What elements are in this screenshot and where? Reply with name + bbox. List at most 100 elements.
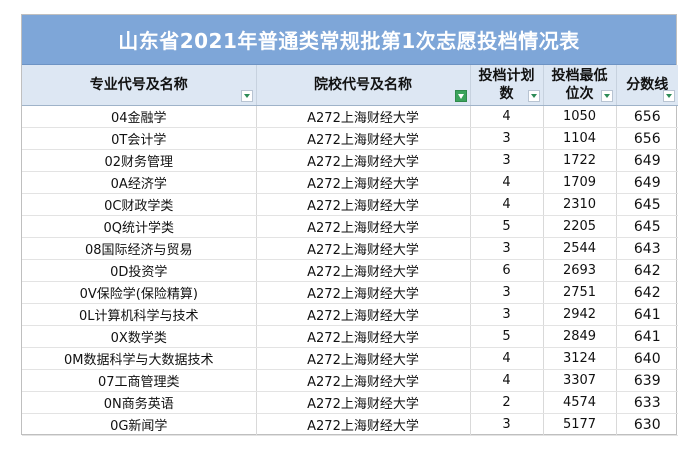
cell-school[interactable]: A272上海财经大学 bbox=[256, 171, 471, 194]
table-row: 0X数学类 A272上海财经大学 5 2849 641 bbox=[22, 325, 678, 348]
cell-school[interactable]: A272上海财经大学 bbox=[256, 325, 471, 348]
table-body: 04金融学 A272上海财经大学 4 1050 656 0T会计学 A272上海财经大学 3 1… bbox=[22, 105, 678, 436]
header-school-label: 院校代号及名称 bbox=[314, 77, 412, 93]
table-row: 0N商务英语 A272上海财经大学 2 4574 633 bbox=[22, 391, 678, 414]
cell-score[interactable]: 642 bbox=[616, 281, 678, 304]
cell-major[interactable]: 0C财政学类 bbox=[22, 193, 257, 216]
cell-plan[interactable]: 3 bbox=[470, 281, 544, 304]
cell-score[interactable]: 656 bbox=[616, 105, 678, 128]
header-plan-label-2: 数 bbox=[499, 86, 514, 102]
cell-major[interactable]: 0T会计学 bbox=[22, 127, 257, 150]
cell-score[interactable]: 639 bbox=[616, 369, 678, 392]
cell-rank[interactable]: 1722 bbox=[543, 149, 617, 172]
cell-score[interactable]: 649 bbox=[616, 171, 678, 194]
table-row: 0A经济学 A272上海财经大学 4 1709 649 bbox=[22, 171, 678, 194]
cell-score[interactable]: 630 bbox=[616, 413, 678, 436]
cell-school[interactable]: A272上海财经大学 bbox=[256, 215, 471, 238]
cell-school[interactable]: A272上海财经大学 bbox=[256, 303, 471, 326]
filter-dropdown-plan-icon[interactable] bbox=[527, 90, 540, 102]
cell-school[interactable]: A272上海财经大学 bbox=[256, 193, 471, 216]
cell-score[interactable]: 645 bbox=[616, 193, 678, 216]
cell-plan[interactable]: 3 bbox=[470, 149, 544, 172]
header-score: 分数线 bbox=[616, 65, 678, 106]
cell-rank[interactable]: 2544 bbox=[543, 237, 617, 260]
cell-school[interactable]: A272上海财经大学 bbox=[256, 369, 471, 392]
cell-plan[interactable]: 4 bbox=[470, 369, 544, 392]
cell-score[interactable]: 641 bbox=[616, 325, 678, 348]
filter-dropdown-rank-icon[interactable] bbox=[600, 90, 613, 102]
cell-major[interactable]: 07工商管理类 bbox=[22, 369, 257, 392]
cell-score[interactable]: 641 bbox=[616, 303, 678, 326]
cell-score[interactable]: 656 bbox=[616, 127, 678, 150]
header-row: 专业代号及名称 院校代号及名称 投档计划 数 投档最低 位次 bbox=[22, 65, 678, 106]
cell-school[interactable]: A272上海财经大学 bbox=[256, 259, 471, 282]
table-row: 04金融学 A272上海财经大学 4 1050 656 bbox=[22, 105, 678, 128]
cell-plan[interactable]: 3 bbox=[470, 413, 544, 436]
cell-rank[interactable]: 1104 bbox=[543, 127, 617, 150]
cell-plan[interactable]: 4 bbox=[470, 171, 544, 194]
cell-rank[interactable]: 2849 bbox=[543, 325, 617, 348]
header-major-label: 专业代号及名称 bbox=[89, 77, 188, 93]
cell-school[interactable]: A272上海财经大学 bbox=[256, 127, 471, 150]
cell-school[interactable]: A272上海财经大学 bbox=[256, 281, 471, 304]
cell-score[interactable]: 649 bbox=[616, 149, 678, 172]
cell-major[interactable]: 0A经济学 bbox=[22, 171, 257, 194]
cell-score[interactable]: 645 bbox=[616, 215, 678, 238]
cell-rank[interactable]: 1050 bbox=[543, 105, 617, 128]
table-row: 0G新闻学 A272上海财经大学 3 5177 630 bbox=[22, 413, 678, 436]
cell-plan[interactable]: 3 bbox=[470, 303, 544, 326]
cell-rank[interactable]: 2751 bbox=[543, 281, 617, 304]
cell-score[interactable]: 642 bbox=[616, 259, 678, 282]
cell-score[interactable]: 643 bbox=[616, 237, 678, 260]
table-title: 山东省2021年普通类常规批第1次志愿投档情况表 bbox=[22, 15, 676, 65]
cell-plan[interactable]: 2 bbox=[470, 391, 544, 414]
cell-school[interactable]: A272上海财经大学 bbox=[256, 105, 471, 128]
header-rank-label-1: 投档最低 bbox=[551, 68, 608, 84]
cell-plan[interactable]: 5 bbox=[470, 325, 544, 348]
cell-plan[interactable]: 4 bbox=[470, 193, 544, 216]
table-row: 0C财政学类 A272上海财经大学 4 2310 645 bbox=[22, 193, 678, 216]
table-row: 0L计算机科学与技术 A272上海财经大学 3 2942 641 bbox=[22, 303, 678, 326]
cell-major[interactable]: 0Q统计学类 bbox=[22, 215, 257, 238]
cell-rank[interactable]: 3307 bbox=[543, 369, 617, 392]
cell-plan[interactable]: 3 bbox=[470, 127, 544, 150]
table-row: 0T会计学 A272上海财经大学 3 1104 656 bbox=[22, 127, 678, 150]
cell-score[interactable]: 633 bbox=[616, 391, 678, 414]
cell-rank[interactable]: 1709 bbox=[543, 171, 617, 194]
cell-major[interactable]: 02财务管理 bbox=[22, 149, 257, 172]
filter-dropdown-major-icon[interactable] bbox=[240, 90, 253, 102]
cell-major[interactable]: 0N商务英语 bbox=[22, 391, 257, 414]
cell-major[interactable]: 08国际经济与贸易 bbox=[22, 237, 257, 260]
cell-school[interactable]: A272上海财经大学 bbox=[256, 391, 471, 414]
cell-rank[interactable]: 5177 bbox=[543, 413, 617, 436]
cell-school[interactable]: A272上海财经大学 bbox=[256, 149, 471, 172]
header-rank: 投档最低 位次 bbox=[543, 65, 617, 106]
cell-major[interactable]: 0M数据科学与大数据技术 bbox=[22, 347, 257, 370]
cell-rank[interactable]: 2205 bbox=[543, 215, 617, 238]
table-row: 0D投资学 A272上海财经大学 6 2693 642 bbox=[22, 259, 678, 282]
cell-plan[interactable]: 6 bbox=[470, 259, 544, 282]
cell-major[interactable]: 0L计算机科学与技术 bbox=[22, 303, 257, 326]
table-row: 08国际经济与贸易 A272上海财经大学 3 2544 643 bbox=[22, 237, 678, 260]
cell-plan[interactable]: 3 bbox=[470, 237, 544, 260]
cell-school[interactable]: A272上海财经大学 bbox=[256, 413, 471, 436]
cell-plan[interactable]: 5 bbox=[470, 215, 544, 238]
cell-rank[interactable]: 2310 bbox=[543, 193, 617, 216]
cell-rank[interactable]: 2693 bbox=[543, 259, 617, 282]
cell-rank[interactable]: 3124 bbox=[543, 347, 617, 370]
cell-plan[interactable]: 4 bbox=[470, 347, 544, 370]
cell-plan[interactable]: 4 bbox=[470, 105, 544, 128]
cell-rank[interactable]: 4574 bbox=[543, 391, 617, 414]
cell-major[interactable]: 0G新闻学 bbox=[22, 413, 257, 436]
cell-score[interactable]: 640 bbox=[616, 347, 678, 370]
cell-major[interactable]: 0X数学类 bbox=[22, 325, 257, 348]
header-plan-label-1: 投档计划 bbox=[478, 68, 535, 84]
cell-school[interactable]: A272上海财经大学 bbox=[256, 237, 471, 260]
filter-active-school-icon[interactable] bbox=[454, 90, 467, 102]
cell-major[interactable]: 0D投资学 bbox=[22, 259, 257, 282]
cell-school[interactable]: A272上海财经大学 bbox=[256, 347, 471, 370]
cell-major[interactable]: 04金融学 bbox=[22, 105, 257, 128]
cell-major[interactable]: 0V保险学(保险精算) bbox=[22, 281, 257, 304]
cell-rank[interactable]: 2942 bbox=[543, 303, 617, 326]
filter-dropdown-score-icon[interactable] bbox=[663, 90, 675, 102]
